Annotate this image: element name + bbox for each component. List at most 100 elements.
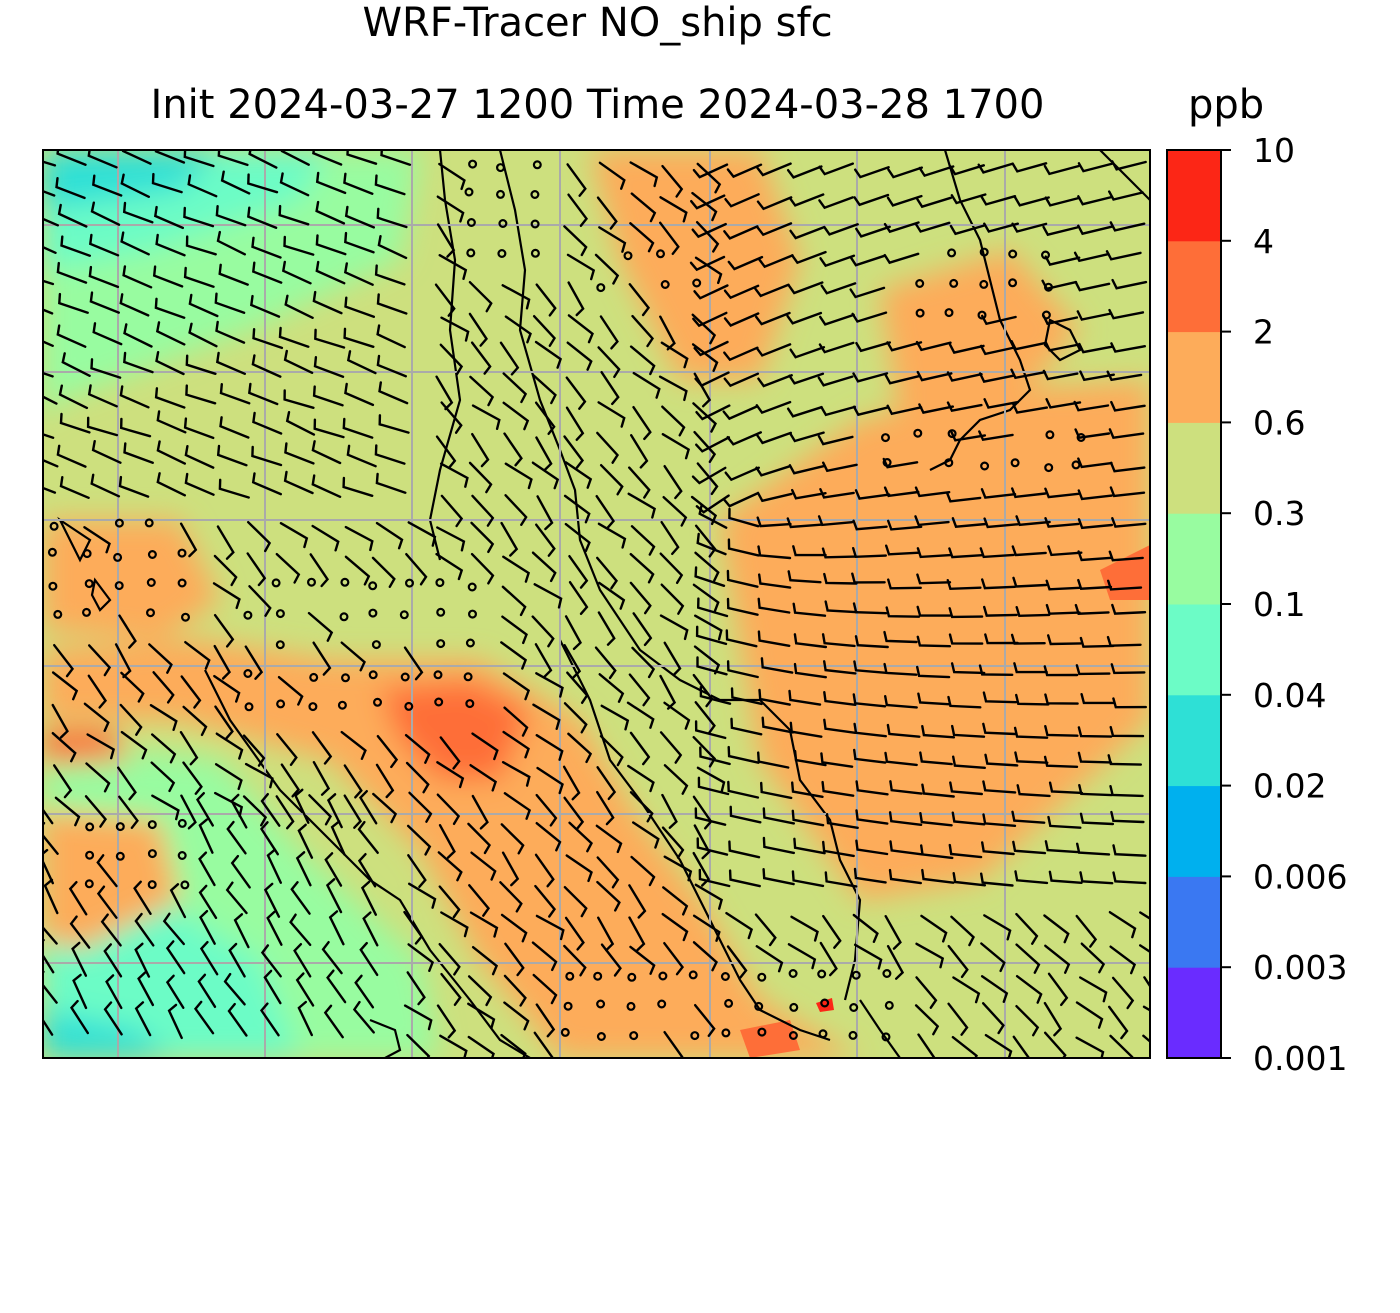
wind-barb [756,431,792,445]
wind-barb [693,824,711,860]
wind-barb [914,1004,940,1036]
wind-barb [788,372,825,385]
wind-barb [216,444,248,467]
wind-barb [689,255,726,272]
wind-barb [567,193,589,227]
wind-barb [403,1004,433,1031]
wind-barb [120,173,150,198]
wind-barb [404,734,431,764]
wind-barb [820,405,857,417]
wind-barb [72,973,88,1010]
wind-barb [137,971,155,1007]
wind-barb [853,943,883,970]
wind-barb [728,869,761,888]
wind-barb [1077,550,1113,562]
calm-wind-marker [1010,458,1020,468]
wind-barb [1109,486,1146,498]
wind-barb [1080,942,1106,974]
wind-barb [663,641,682,677]
calm-wind-marker [368,670,378,680]
calm-wind-marker [655,249,665,259]
wind-barb [343,764,363,799]
wind-barb [53,764,73,799]
wind-barb [535,436,553,472]
wind-barb [757,751,790,769]
wind-barb [1109,1034,1134,1058]
wind-barb [360,880,377,916]
calm-wind-marker [496,189,506,199]
wind-barb [628,884,647,919]
wind-barb [214,705,234,740]
wind-barb [500,641,528,670]
calm-wind-marker [433,670,443,680]
wind-barb [535,1003,556,1038]
wind-barb [565,376,587,410]
wind-barb [1016,784,1051,798]
wind-barb [596,790,615,826]
wind-barb [696,532,727,556]
wind-barb [565,854,593,883]
calm-wind-marker [593,971,603,981]
wind-barb [440,401,463,434]
wind-barb [279,522,309,549]
wind-barb [1043,914,1070,944]
wind-barb [791,781,824,798]
calm-wind-marker [977,310,987,320]
wind-barb [630,192,657,223]
wind-barb [853,722,887,738]
wind-barb [627,492,656,519]
wind-barb [627,764,655,793]
wind-barb [854,489,891,500]
wind-barb [285,411,316,436]
wind-barb [193,1000,215,1035]
wind-barb [723,372,760,388]
wind-barb [375,521,404,550]
calm-wind-marker [721,1028,731,1038]
colorbar-band [1167,604,1221,696]
wind-barb [312,761,331,796]
wind-barb [853,867,887,884]
calm-wind-marker [84,579,94,589]
wind-barb [595,824,623,854]
field-plume-central [43,640,860,1058]
wind-barb [629,222,655,253]
wind-barb [916,370,953,382]
calm-wind-marker [115,851,125,861]
wind-barb [57,203,88,228]
wind-barb [629,791,654,823]
wind-barb [1013,726,1049,739]
wind-barb [1015,912,1039,945]
wind-barb [1073,400,1110,412]
wind-barb [756,516,792,528]
wind-barb [346,350,377,375]
wind-barb [196,792,214,827]
wind-barb [948,343,985,354]
wind-barb [133,880,152,915]
wind-barb [260,944,282,978]
wind-barb [694,371,730,388]
calm-wind-marker [884,1000,894,1010]
wind-barb [469,911,499,938]
wind-barb [1043,665,1079,677]
wind-barb [535,523,556,557]
wind-barb [467,1002,496,1030]
wind-barb [1045,603,1081,615]
wind-barb [376,293,408,315]
wind-barb [978,372,1015,383]
wind-barb [118,795,139,829]
wind-barb [695,221,720,253]
wind-barb [1109,725,1145,738]
wind-barb [43,970,58,1004]
wind-barb [1111,160,1147,171]
wind-barb [1073,251,1110,263]
wind-barb [535,822,562,852]
wind-barb [218,478,250,499]
calm-wind-marker [1044,463,1054,473]
wind-barb [726,945,748,979]
wind-barb [1077,578,1113,590]
wind-barb [377,235,408,260]
wind-barb [340,641,366,672]
wind-barb [694,256,723,285]
wind-barb [471,732,499,761]
calm-wind-marker [81,607,91,617]
